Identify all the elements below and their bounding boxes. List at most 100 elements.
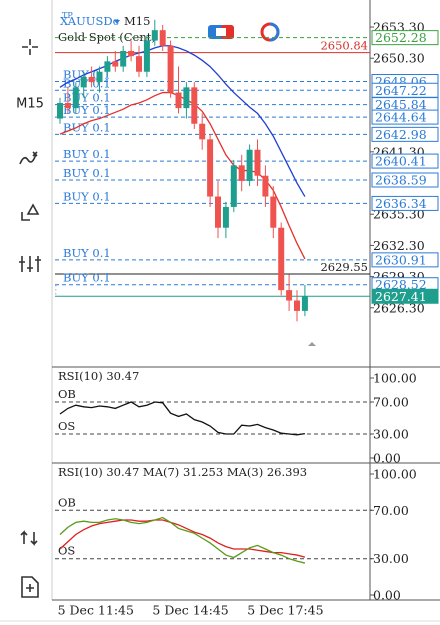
x-tick-label: 5 Dec 14:45 (152, 603, 228, 618)
order-label: BUY 0.1 (63, 271, 111, 285)
order-label: BUY 0.1 (63, 246, 111, 260)
candle-body (175, 92, 182, 109)
indicator-title: RSI(10) 30.47 MA(7) 31.253 MA(3) 26.393 (58, 465, 307, 479)
order-label: BUY 0.1 (63, 120, 111, 134)
candle-body (151, 30, 158, 41)
level-label: OB (58, 387, 76, 401)
price-box-label: 2644.64 (375, 110, 427, 125)
indicator-line (59, 45, 306, 197)
price-level-label: 2629.55 (320, 260, 368, 274)
candle-body (136, 56, 142, 72)
price-box-label: 2645.84 (375, 97, 427, 112)
price-box (371, 126, 439, 142)
indicator-line (59, 519, 306, 558)
y-tick-label: 2650.30 (373, 51, 425, 66)
candle-body (57, 102, 63, 119)
settings-tool[interactable] (19, 256, 41, 272)
level-label: OS (58, 544, 75, 558)
order-label: BUY 0.1 (63, 189, 111, 203)
price-box-label: 2638.59 (375, 173, 427, 188)
price-box-label: 2642.98 (375, 127, 427, 142)
candle-body (64, 102, 71, 109)
candle-body (207, 139, 214, 197)
price-box-label: 2627.41 (375, 289, 427, 304)
candle-body (199, 123, 206, 140)
crosshair-tool[interactable] (22, 39, 38, 55)
indicator-line (59, 516, 306, 564)
price-level-label: 2650.84 (320, 39, 368, 53)
price-box (371, 288, 439, 304)
y-tick-label: 70.00 (373, 503, 409, 518)
candle-body (120, 50, 127, 67)
symbol[interactable]: XAUUSDc (60, 14, 119, 28)
candle-body (278, 227, 285, 291)
level-label: OB (58, 495, 76, 509)
symbol-dropdown[interactable] (114, 20, 120, 24)
candle-body (104, 61, 111, 72)
y-tick-label: 2626.30 (373, 300, 425, 315)
price-box (371, 153, 439, 169)
y-tick-label: 2632.30 (373, 238, 425, 253)
candle-body (167, 45, 174, 93)
candle-body (294, 300, 300, 311)
drag-handle[interactable]: ⋮ (50, 282, 62, 296)
candle-body (301, 296, 308, 311)
indicator-tool[interactable] (19, 151, 38, 165)
order-label: BUY 0.1 (63, 76, 111, 90)
timeframe-button[interactable]: M15 (16, 97, 44, 112)
price-box (371, 172, 439, 188)
candle-body (143, 40, 150, 72)
candle-body (88, 76, 95, 83)
candle-body (238, 165, 245, 181)
candle-body (246, 149, 253, 181)
candle-body (254, 149, 261, 176)
price-box (371, 195, 439, 211)
new-order[interactable] (21, 576, 39, 598)
tp-tag: TP (62, 11, 73, 20)
price-box-label: 2640.41 (375, 154, 427, 169)
y-tick-label: 30.00 (373, 427, 409, 442)
price-box-label: 2628.52 (375, 277, 427, 292)
candle-body (191, 87, 198, 124)
y-tick-label: 100.00 (373, 467, 417, 482)
price-box (371, 30, 439, 46)
price-box-label: 2647.22 (375, 83, 427, 98)
candle-body (112, 61, 119, 67)
scroll-marker (308, 342, 316, 346)
price-box-label: 2636.34 (375, 196, 427, 211)
y-tick-label: 0.00 (373, 588, 401, 603)
candle-body (222, 206, 229, 228)
indicator-title: RSI(10) 30.47 (58, 369, 139, 383)
y-tick-label: 0.00 (373, 451, 401, 466)
header-timeframe: M15 (124, 14, 150, 28)
candle-body (72, 87, 79, 109)
order-label: BUY 0.1 (63, 166, 111, 180)
candle-body (183, 87, 190, 109)
candle-body (262, 175, 269, 197)
x-tick-label: 5 Dec 11:45 (58, 603, 134, 618)
price-box (371, 109, 439, 125)
candle-body (159, 30, 166, 46)
y-tick-label: 70.00 (373, 395, 409, 410)
price-box-label: 2652.28 (375, 30, 427, 45)
y-tick-label: 30.00 (373, 551, 409, 566)
indicator-line (59, 401, 305, 436)
order-label: BUY 0.1 (63, 147, 111, 161)
candle-body (96, 71, 103, 83)
objects-tool[interactable] (21, 203, 40, 221)
candle-body (286, 290, 293, 301)
trade-toggle[interactable] (20, 530, 38, 546)
candle-body (230, 165, 237, 207)
quotes-toggle[interactable] (260, 22, 280, 42)
y-tick-label: 100.00 (373, 371, 417, 386)
one-click-trading[interactable] (208, 25, 234, 39)
x-tick-label: 5 Dec 17:45 (247, 603, 323, 618)
candle-body (80, 76, 87, 88)
price-box (371, 252, 439, 268)
candle-body (270, 196, 277, 228)
candle-body (215, 196, 221, 228)
price-box-label: 2630.91 (375, 252, 427, 267)
level-label: OS (58, 419, 75, 433)
